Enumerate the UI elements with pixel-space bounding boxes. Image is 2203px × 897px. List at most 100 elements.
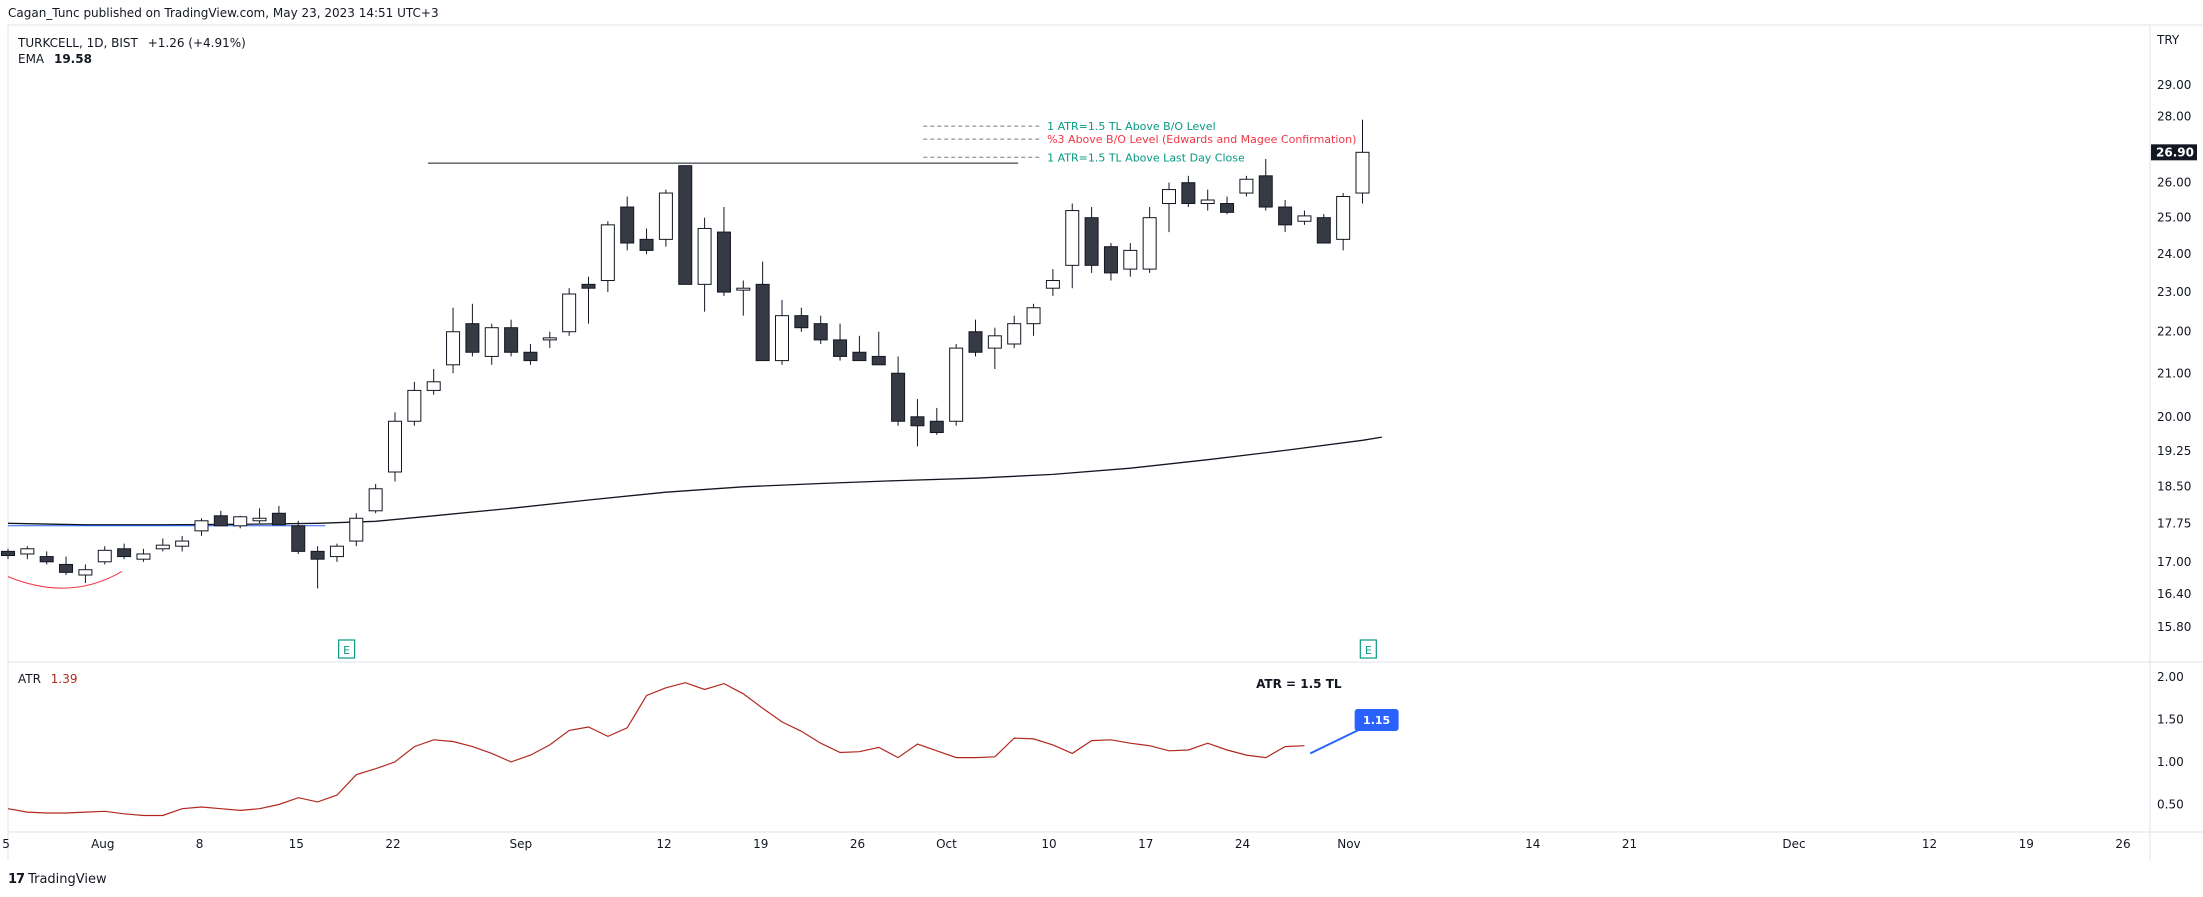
candle-body <box>639 238 654 251</box>
candle-body <box>833 339 848 357</box>
atr-legend: ATR 1.39 <box>18 672 78 686</box>
price-tick-label: 20.00 <box>2157 410 2191 424</box>
annotation-label: 1 ATR=1.5 TL Above Last Day Close <box>1047 151 1245 164</box>
symbol-legend: TURKCELL, 1D, BIST +1.26 (+4.91%) <box>18 36 246 50</box>
candle-body <box>1142 217 1157 270</box>
ema-line <box>7 436 1383 526</box>
candle-body <box>117 548 132 558</box>
currency-label: TRY <box>2156 33 2180 47</box>
candle-body <box>59 563 74 573</box>
candle-body <box>465 323 480 353</box>
price-tick-label: 22.00 <box>2157 325 2191 339</box>
time-tick-label: Sep <box>509 837 532 851</box>
time-tick-label: 19 <box>2019 837 2034 851</box>
price-tick-label: 25.00 <box>2157 211 2191 225</box>
atr-badge-pointer <box>1309 728 1362 755</box>
time-tick-label: 8 <box>196 837 204 851</box>
price-tick-label: 19.25 <box>2157 444 2191 458</box>
time-tick-label: 26 <box>850 837 865 851</box>
time-tick-label: 12 <box>1922 837 1937 851</box>
ema-legend: EMA 19.58 <box>18 52 92 66</box>
atr-label: ATR <box>18 672 41 686</box>
earnings-marker <box>338 639 356 659</box>
candle-body <box>871 355 886 366</box>
candle-body <box>1162 189 1176 205</box>
atr-badge <box>1354 709 1399 732</box>
annotation-label: 1 ATR=1.5 TL Above B/O Level <box>1047 120 1216 133</box>
candle-body <box>155 544 170 550</box>
last-price-badge <box>2151 144 2197 161</box>
candle-body <box>426 381 441 391</box>
candle-body <box>949 347 964 422</box>
candle-body <box>542 337 557 341</box>
candle-body <box>446 331 461 366</box>
rounding-bottom-arc <box>7 570 123 589</box>
candle-body <box>658 192 673 240</box>
candle-body <box>929 420 944 434</box>
price-tick-label: 26.00 <box>2157 176 2191 190</box>
candle-body <box>1007 323 1022 345</box>
candle-body <box>1220 203 1235 213</box>
earnings-marker-label: E <box>1365 644 1372 657</box>
candle-body <box>271 512 286 526</box>
candle-body <box>581 283 596 289</box>
candle-body <box>194 520 209 532</box>
candle-body <box>523 351 538 362</box>
candle-body <box>252 517 267 522</box>
candle-body <box>697 227 712 285</box>
price-tick-label: 16.40 <box>2157 587 2191 601</box>
candle-body <box>1084 217 1099 266</box>
price-tick-label: 15.80 <box>2157 620 2191 634</box>
time-tick-label: Aug <box>91 837 114 851</box>
price-tick-label: 18.50 <box>2157 479 2191 493</box>
tradingview-logo-icon: 𝟭𝟳 <box>8 872 25 887</box>
candle-body <box>1316 217 1331 244</box>
candle-body <box>78 569 93 576</box>
atr-tick-label: 0.50 <box>2157 797 2184 811</box>
candle-body <box>736 287 751 291</box>
price-tick-label: 24.00 <box>2157 247 2191 261</box>
atr-tick-label: 2.00 <box>2157 670 2184 684</box>
candle-body <box>775 315 789 362</box>
time-tick-label: 24 <box>1235 837 1250 851</box>
time-tick-label: 15 <box>289 837 304 851</box>
last-price-label: 26.90 <box>2156 145 2194 159</box>
atr-value: 1.39 <box>50 672 78 686</box>
atr-annotation: ATR = 1.5 TL <box>1256 677 1342 691</box>
candle-body <box>1278 206 1293 226</box>
symbol-change: +1.26 (+4.91%) <box>147 36 246 50</box>
candle-body <box>310 550 325 560</box>
candle-body <box>368 488 383 512</box>
price-tick-label: 23.00 <box>2157 285 2191 299</box>
candle-body <box>716 231 731 293</box>
candle-body <box>1200 199 1215 205</box>
candle-body <box>1123 249 1138 270</box>
candle-body <box>233 516 248 527</box>
candle-body <box>910 416 925 427</box>
atr-tick-label: 1.00 <box>2157 755 2184 769</box>
time-tick-label: 19 <box>753 837 768 851</box>
candle-body <box>1355 151 1370 194</box>
time-tick-label: 12 <box>656 837 671 851</box>
candle-body <box>968 331 983 353</box>
time-tick-label: 10 <box>1041 837 1056 851</box>
ema-label: EMA <box>18 52 45 66</box>
candle-body <box>291 525 306 552</box>
price-tick-label: 28.00 <box>2157 110 2191 124</box>
candle-body <box>852 351 867 362</box>
atr-badge-label: 1.15 <box>1363 714 1390 727</box>
candle-body <box>678 165 693 285</box>
ema-value: 19.58 <box>53 52 92 66</box>
candle-body <box>1297 215 1312 222</box>
time-tick-label: Dec <box>1782 837 1805 851</box>
atr-tick-label: 1.50 <box>2157 712 2184 726</box>
candle-body <box>136 553 151 560</box>
candle-body <box>1239 178 1254 194</box>
time-tick-label: 5 <box>2 837 10 851</box>
time-tick-label: 21 <box>1622 837 1637 851</box>
candle-body <box>1181 182 1196 205</box>
brand-name: TradingView <box>28 872 107 887</box>
candle-body <box>620 206 635 244</box>
price-tick-label: 29.00 <box>2157 78 2191 92</box>
